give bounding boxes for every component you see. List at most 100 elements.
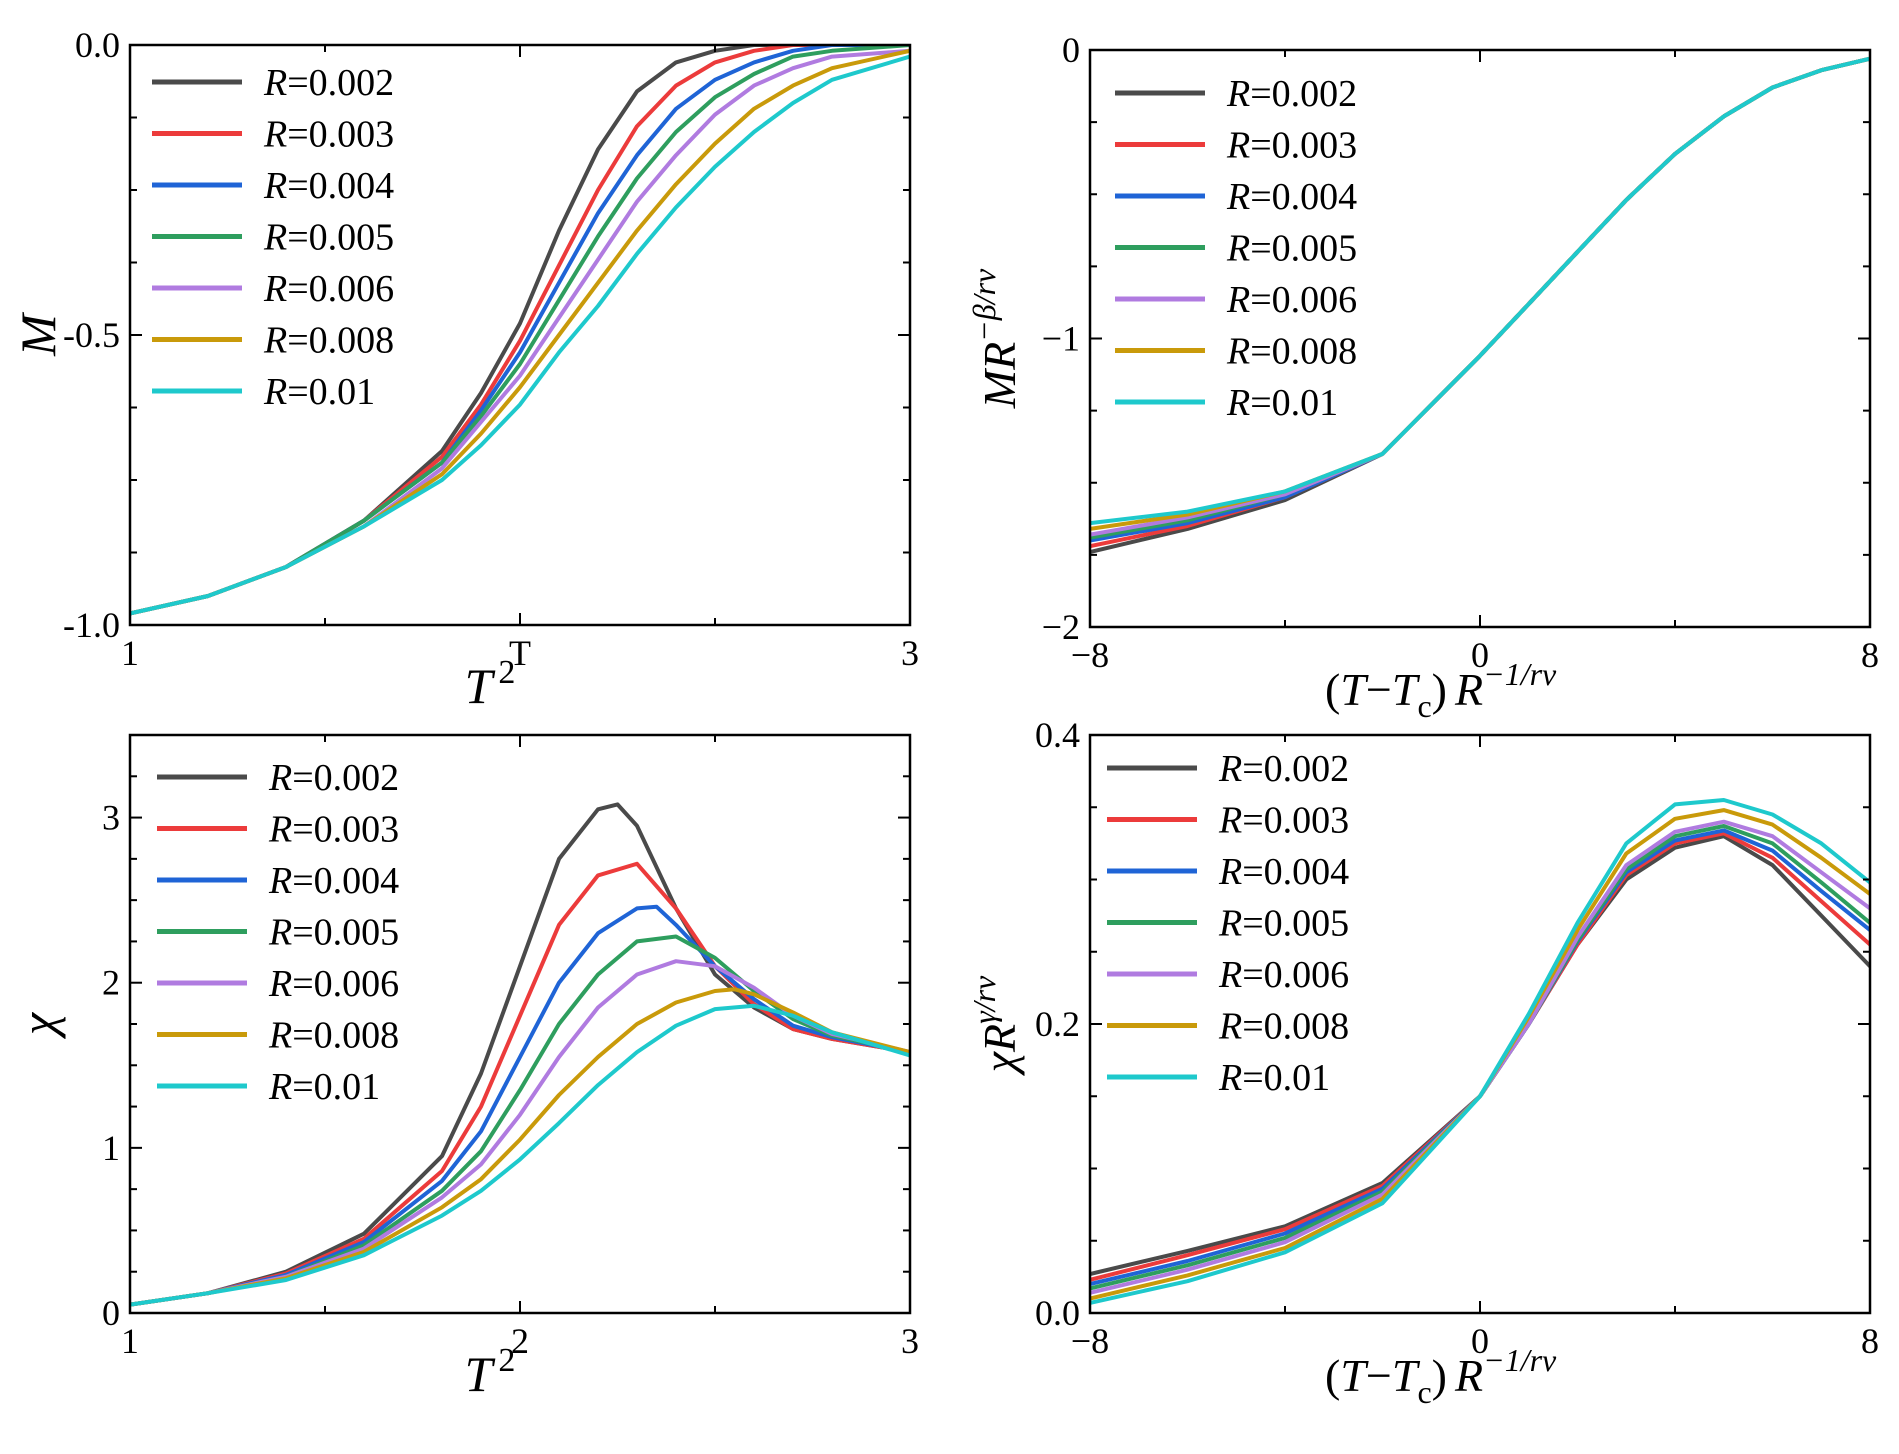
x-tick-label: 0: [1471, 635, 1489, 675]
series-line-r-0-002: [1090, 834, 1870, 1276]
legend-label: R=0.006: [263, 268, 394, 310]
x-tick-label: 8: [1861, 1321, 1879, 1361]
legend: R=0.002 R=0.003 R=0.004 R=0.005 R=0.006 R=0.0…: [152, 62, 394, 413]
y-tick-label: 0.2: [1035, 1004, 1080, 1044]
series-line-r-0-006: [1090, 56, 1870, 537]
series-line-r-0-01: [130, 54, 910, 616]
series-line-r-0-01: [1090, 56, 1870, 526]
legend: R=0.002 R=0.003 R=0.004 R=0.005 R=0.006 R=0.0…: [1115, 73, 1357, 424]
plot-frame: [128, 43, 912, 627]
x-tick-label: 0: [1471, 1321, 1489, 1361]
legend-label: R=0.003: [1218, 800, 1349, 842]
series-line-r-0-005: [1090, 824, 1870, 1291]
legend-label: R=0.004: [1226, 176, 1357, 218]
legend: R=0.002 R=0.003 R=0.004 R=0.005 R=0.006 R=0.0…: [157, 757, 399, 1108]
y-tick-label: 0.4: [1035, 715, 1080, 755]
legend-label: R=0.004: [1218, 851, 1349, 893]
legend-label: R=0.01: [1218, 1057, 1330, 1099]
series-line-r-0-005: [130, 934, 910, 1307]
y-axis-label: M: [10, 312, 66, 357]
panel-magnetization: 1 T 3-1.0-0.50.0T 2MR=0.002R=0.003R=0.004R=…: [10, 25, 919, 714]
series-group: [130, 45, 910, 616]
series-group: [130, 802, 910, 1307]
series-line-r-0-003: [130, 45, 910, 616]
x-tick-label: 1: [121, 633, 139, 673]
x-axis-label: (T−Tc) R−1/rν: [1325, 656, 1557, 724]
y-tick-label: −1: [1042, 319, 1080, 359]
plot-frame: [1088, 733, 1872, 1315]
legend: R=0.002 R=0.003 R=0.004 R=0.005 R=0.006 R=0.0…: [1107, 748, 1349, 1099]
y-tick-label: 3: [102, 798, 120, 838]
legend-label: R=0.003: [263, 114, 394, 156]
series-line-r-0-005: [130, 45, 910, 616]
series-line-r-0-01: [1090, 798, 1870, 1305]
legend-label: R=0.01: [263, 371, 375, 413]
legend-label: R=0.006: [1218, 954, 1349, 996]
legend-label: R=0.002: [268, 757, 399, 799]
y-axis-label: χ: [10, 1011, 66, 1039]
series-group: [1090, 798, 1870, 1305]
series-line-r-0-002: [130, 45, 910, 616]
series-line-r-0-008: [1090, 56, 1870, 531]
series-line-r-0-008: [1090, 808, 1870, 1301]
y-tick-label: 1: [102, 1128, 120, 1168]
y-tick-label: −2: [1042, 607, 1080, 647]
legend-label: R=0.008: [1218, 1006, 1349, 1048]
y-tick-label: 2: [102, 963, 120, 1003]
series-group: [1090, 56, 1870, 554]
x-tick-label: 3: [901, 1321, 919, 1361]
x-axis-label: (T−Tc) R−1/rν: [1325, 1342, 1557, 1410]
x-tick-label: 8: [1861, 635, 1879, 675]
y-tick-label: 0.0: [75, 25, 120, 65]
plot-frame: [1088, 48, 1872, 629]
legend-label: R=0.005: [1226, 228, 1357, 270]
x-tick-label: 2: [511, 1321, 529, 1361]
series-line-r-0-003: [1090, 831, 1870, 1282]
legend-label: R=0.004: [268, 860, 399, 902]
series-line-r-0-004: [130, 45, 910, 616]
series-line-r-0-008: [130, 987, 910, 1307]
y-tick-label: -0.5: [63, 315, 120, 355]
panel-scaled-magnetization: −8 0 8−2−10(T−Tc) R−1/rνMR−β/rνR=0.002R=0.0…: [966, 30, 1879, 724]
series-line-r-0-004: [1090, 56, 1870, 543]
series-line-r-0-004: [1090, 828, 1870, 1287]
legend-label: R=0.005: [268, 912, 399, 954]
legend-label: R=0.01: [268, 1066, 380, 1108]
series-line-r-0-006: [130, 48, 910, 616]
legend-label: R=0.006: [268, 963, 399, 1005]
legend-label: R=0.006: [1226, 279, 1357, 321]
series-line-r-0-003: [130, 861, 910, 1307]
x-tick-label: T: [509, 633, 531, 673]
legend-label: R=0.008: [268, 1015, 399, 1057]
legend-label: R=0.01: [1226, 382, 1338, 424]
series-line-r-0-006: [1090, 819, 1870, 1295]
series-line-r-0-005: [1090, 56, 1870, 540]
y-axis-label: χRγ/rν: [966, 975, 1025, 1076]
series-line-r-0-008: [130, 48, 910, 616]
x-tick-label: 3: [901, 633, 919, 673]
series-line-r-0-003: [1090, 56, 1870, 549]
legend-label: R=0.005: [1218, 903, 1349, 945]
legend-label: R=0.003: [1226, 125, 1357, 167]
legend-label: R=0.008: [1226, 331, 1357, 373]
y-axis-label: MR−β/rν: [966, 268, 1025, 409]
y-tick-label: -1.0: [63, 605, 120, 645]
x-tick-label: −8: [1071, 635, 1109, 675]
legend-label: R=0.003: [268, 809, 399, 851]
legend-label: R=0.004: [263, 165, 394, 207]
x-tick-label: −8: [1071, 1321, 1109, 1361]
panel-scaled-susceptibility: −8 0 80.00.20.4(T−Tc) R−1/rνχRγ/rνR=0.002R=…: [966, 715, 1879, 1410]
legend-label: R=0.002: [1226, 73, 1357, 115]
x-tick-label: 1: [121, 1321, 139, 1361]
legend-label: R=0.002: [263, 62, 394, 104]
legend-label: R=0.002: [1218, 748, 1349, 790]
y-tick-label: 0: [1062, 30, 1080, 70]
y-tick-label: 0.0: [1035, 1293, 1080, 1333]
legend-label: R=0.005: [263, 217, 394, 259]
y-tick-label: 0: [102, 1293, 120, 1333]
legend-label: R=0.008: [263, 320, 394, 362]
